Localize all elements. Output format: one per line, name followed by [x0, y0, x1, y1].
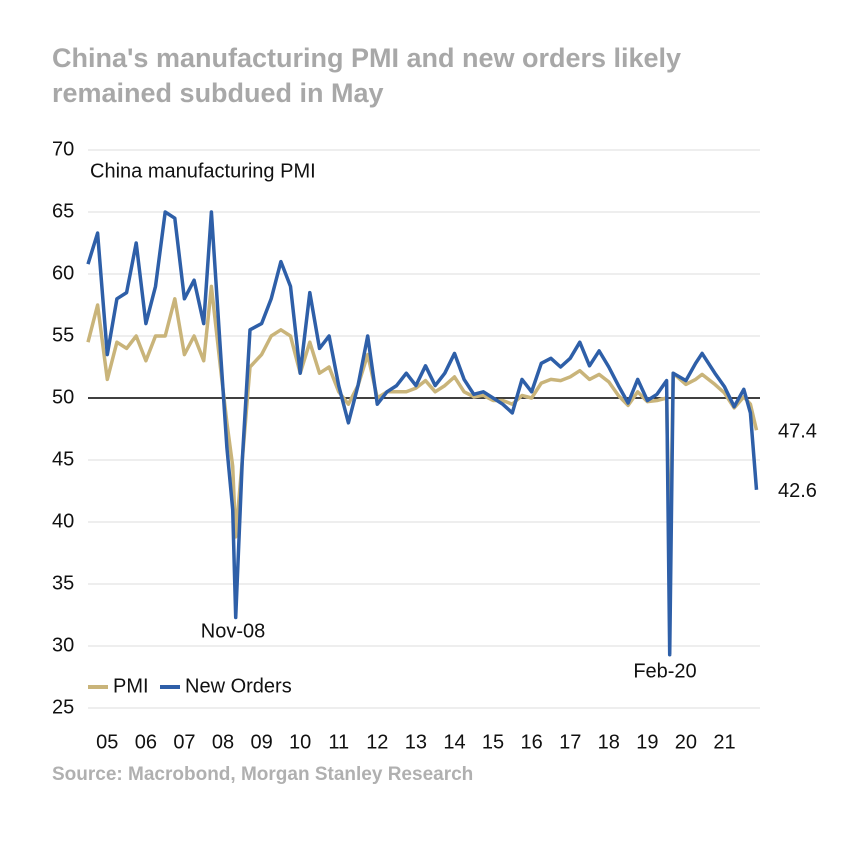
x-tick-label: 11 [328, 731, 349, 753]
x-tick-label: 19 [636, 731, 658, 753]
y-axis-label: China manufacturing PMI [90, 160, 316, 182]
chart-title: China's manufacturing PMI and new orders… [52, 43, 681, 73]
x-tick-label: 13 [405, 731, 427, 753]
x-tick-label: 20 [675, 731, 697, 753]
y-tick-label: 30 [52, 634, 74, 656]
y-tick-label: 55 [52, 324, 74, 346]
y-tick-label: 35 [52, 572, 74, 594]
x-tick-label: 07 [173, 731, 195, 753]
x-tick-label: 21 [713, 731, 735, 753]
x-tick-label: 12 [366, 731, 388, 753]
y-tick-label: 65 [52, 200, 74, 222]
end-label: 47.4 [778, 421, 817, 443]
x-tick-label: 06 [135, 731, 157, 753]
chart-title: remained subdued in May [52, 78, 384, 108]
annotation: Feb-20 [633, 660, 696, 682]
x-tick-label: 10 [289, 731, 311, 753]
x-tick-label: 08 [212, 731, 234, 753]
series-line [86, 210, 759, 657]
x-tick-label: 17 [559, 731, 581, 753]
x-tick-label: 09 [250, 731, 272, 753]
end-label: 42.6 [778, 480, 817, 502]
y-tick-label: 45 [52, 448, 74, 470]
legend-label: PMI [113, 675, 149, 697]
x-tick-label: 16 [521, 731, 543, 753]
source: Source: Macrobond, Morgan Stanley Resear… [52, 764, 473, 785]
x-tick-label: 15 [482, 731, 504, 753]
y-tick-label: 60 [52, 262, 74, 284]
legend-label: New Orders [185, 675, 292, 697]
x-tick-label: 18 [598, 731, 620, 753]
y-tick-label: 25 [52, 696, 74, 718]
y-tick-label: 70 [52, 138, 74, 160]
y-tick-label: 50 [52, 386, 74, 408]
x-tick-label: 05 [96, 731, 118, 753]
series-line [86, 284, 759, 578]
y-tick-label: 40 [52, 510, 74, 532]
annotation: Nov-08 [201, 620, 265, 642]
x-tick-label: 14 [443, 731, 465, 753]
